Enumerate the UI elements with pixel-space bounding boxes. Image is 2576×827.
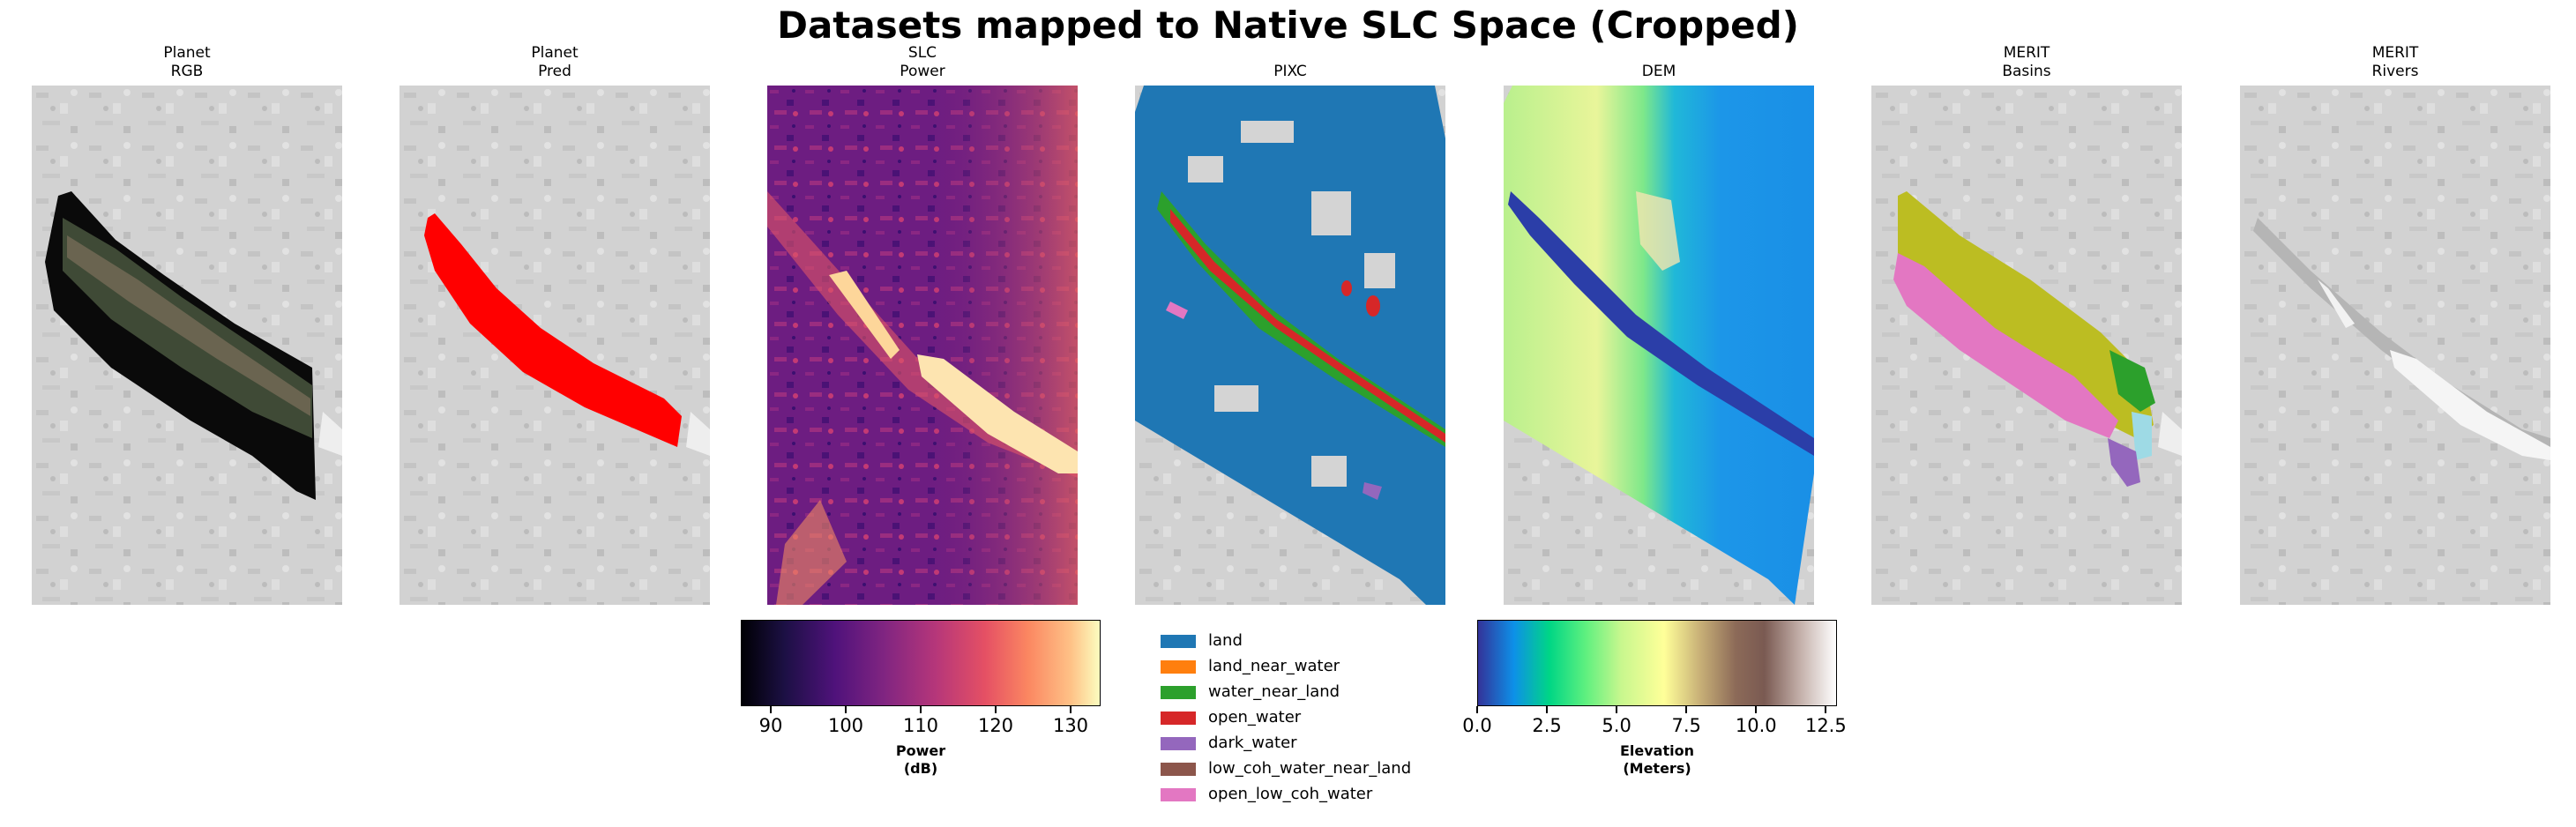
planet-rgb-image: [32, 86, 342, 605]
elevation-tick-mark: [1616, 706, 1618, 713]
panel-slc-power: [767, 86, 1078, 605]
panel-merit-basins: [1871, 86, 2182, 605]
elevation-tick-label: 2.5: [1532, 715, 1562, 736]
power-tick-label: 110: [902, 715, 939, 736]
legend-swatch: [1161, 712, 1196, 725]
elevation-tick-mark: [1825, 706, 1827, 713]
legend-label: open_water: [1208, 708, 1302, 726]
elevation-colorbar: [1477, 620, 1837, 706]
slc-power-image: [767, 86, 1078, 605]
panel-title-line: Planet: [163, 44, 211, 62]
elevation-tick-mark: [1755, 706, 1758, 713]
panel-title-merit-rivers: MERIT Rivers: [2240, 44, 2550, 81]
panel-title-line: MERIT: [2003, 44, 2050, 62]
legend-label: open_low_coh_water: [1208, 785, 1373, 803]
power-tick-label: 90: [758, 715, 783, 736]
panel-title-line: SLC: [907, 44, 937, 62]
elevation-tick-label: 5.0: [1602, 715, 1631, 736]
power-tick-mark: [845, 706, 847, 713]
planet-pred-image: [399, 86, 710, 605]
panel-title-line: Planet: [531, 44, 579, 62]
elevation-tick-label: 7.5: [1671, 715, 1701, 736]
power-tick-label: 100: [827, 715, 864, 736]
legend-label: water_near_land: [1208, 682, 1340, 701]
panel-pixc: [1135, 86, 1445, 605]
dem-image: [1504, 86, 1814, 605]
legend-label: dark_water: [1208, 734, 1297, 752]
elevation-tick-label: 10.0: [1735, 715, 1777, 736]
elevation-tick-mark: [1685, 706, 1688, 713]
merit-rivers-image: [2240, 86, 2550, 605]
legend-label: land_near_water: [1208, 657, 1340, 675]
panel-merit-rivers: [2240, 86, 2550, 605]
power-tick-mark: [920, 706, 922, 713]
merit-basins-image: [1871, 86, 2182, 605]
panel-title-line: Pred: [538, 63, 571, 80]
power-tick-label: 120: [977, 715, 1014, 736]
panel-planet-rgb: [32, 86, 342, 605]
panel-planet-pred: [399, 86, 710, 605]
panel-dem: [1504, 86, 1814, 605]
power-colorbar-label-line: (dB): [903, 760, 938, 777]
panel-title-planet-rgb: Planet RGB: [32, 44, 342, 81]
panel-title-line: DEM: [1641, 63, 1676, 80]
legend-swatch: [1161, 660, 1196, 674]
power-colorbar-label-line: Power: [895, 742, 946, 759]
legend-swatch: [1161, 635, 1196, 648]
panel-title-pixc: PIXC: [1135, 63, 1445, 81]
figure-title: Datasets mapped to Native SLC Space (Cro…: [777, 4, 1799, 47]
panel-title-line: MERIT: [2371, 44, 2419, 62]
power-colorbar: [741, 620, 1101, 706]
elevation-tick-mark: [1476, 706, 1478, 713]
power-tick-label: 130: [1052, 715, 1089, 736]
panel-title-line: Rivers: [2371, 63, 2419, 80]
panel-title-line: RGB: [170, 63, 204, 80]
panel-title-line: Power: [900, 63, 945, 80]
power-colorbar-label: Power (dB): [788, 742, 1053, 778]
legend-swatch: [1161, 788, 1196, 801]
elevation-colorbar-label-line: Elevation: [1619, 742, 1694, 759]
panel-title-slc-power: SLC Power: [767, 44, 1078, 81]
power-tick-mark: [1070, 706, 1071, 713]
panel-title-planet-pred: Planet Pred: [399, 44, 710, 81]
power-tick-mark: [995, 706, 997, 713]
elevation-tick-label: 12.5: [1804, 715, 1847, 736]
elevation-colorbar-label: Elevation (Meters): [1525, 742, 1789, 778]
elevation-tick-mark: [1546, 706, 1549, 713]
panel-title-line: Basins: [2002, 63, 2051, 80]
pixc-image: [1135, 86, 1445, 605]
panel-title-merit-basins: MERIT Basins: [1871, 44, 2182, 81]
elevation-colorbar-label-line: (Meters): [1623, 760, 1691, 777]
panel-title-dem: DEM: [1504, 63, 1814, 81]
legend-swatch: [1161, 686, 1196, 699]
legend-label: low_coh_water_near_land: [1208, 759, 1412, 778]
elevation-tick-label: 0.0: [1462, 715, 1492, 736]
legend-label: land: [1208, 631, 1243, 650]
panel-title-line: PIXC: [1273, 63, 1307, 80]
legend-swatch: [1161, 737, 1196, 750]
legend-swatch: [1161, 763, 1196, 776]
power-tick-mark: [770, 706, 772, 713]
